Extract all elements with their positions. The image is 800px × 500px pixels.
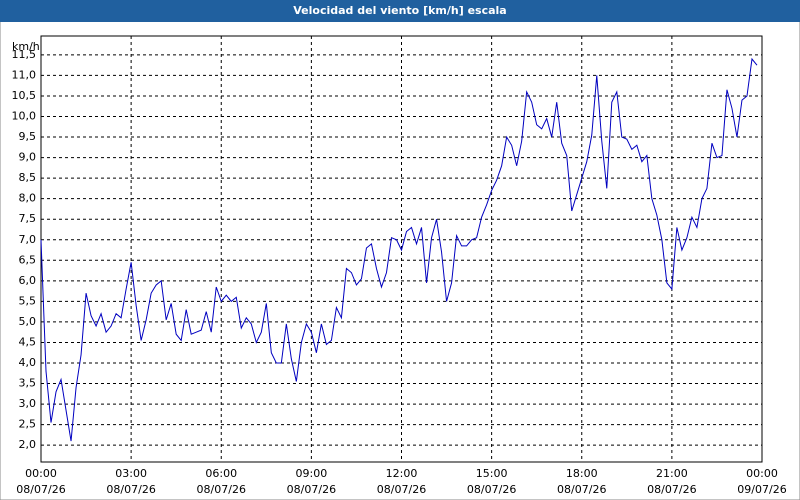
- y-tick-label: 6,0: [19, 274, 37, 287]
- x-tick-date: 08/07/26: [557, 483, 606, 496]
- y-tick-label: 3,0: [19, 397, 37, 410]
- x-tick-date: 09/07/26: [737, 483, 786, 496]
- x-tick-label: 06:00: [205, 467, 237, 480]
- x-tick-label: 15:00: [476, 467, 508, 480]
- x-tick-label: 09:00: [296, 467, 328, 480]
- x-tick-label: 18:00: [566, 467, 598, 480]
- x-tick-date: 08/07/26: [647, 483, 696, 496]
- y-tick-label: 7,0: [19, 233, 37, 246]
- x-tick-label: 12:00: [386, 467, 418, 480]
- y-tick-label: 10,5: [12, 89, 37, 102]
- y-tick-label: 2,5: [19, 418, 37, 431]
- y-tick-label: 9,5: [19, 130, 37, 143]
- x-tick-date: 08/07/26: [287, 483, 336, 496]
- y-tick-label: 9,0: [19, 151, 37, 164]
- x-tick-date: 08/07/26: [467, 483, 516, 496]
- y-tick-label: 5,0: [19, 315, 37, 328]
- x-tick-date: 08/07/26: [197, 483, 246, 496]
- y-tick-label: 11,0: [12, 68, 37, 81]
- title-bar: [0, 0, 800, 22]
- x-tick-label: 21:00: [656, 467, 688, 480]
- y-tick-label: 8,5: [19, 171, 37, 184]
- y-tick-label: 7,5: [19, 212, 37, 225]
- x-tick-date: 08/07/26: [16, 483, 65, 496]
- y-tick-label: 3,5: [19, 377, 37, 390]
- y-tick-label: 4,0: [19, 356, 37, 369]
- y-tick-label: 8,0: [19, 192, 37, 205]
- x-tick-label: 00:00: [25, 467, 57, 480]
- y-tick-label: 6,5: [19, 253, 37, 266]
- y-tick-label: 10,0: [12, 110, 37, 123]
- chart-title: Velocidad del viento [km/h] escala: [293, 4, 506, 17]
- y-tick-label: 2,0: [19, 438, 37, 451]
- y-tick-label: 5,5: [19, 294, 37, 307]
- line-series: [40, 57, 758, 442]
- x-tick-label: 00:00: [746, 467, 778, 480]
- y-tick-label: 4,5: [19, 335, 37, 348]
- y-tick-label: 11,5: [12, 48, 37, 61]
- y-unit: km/h: [12, 40, 40, 53]
- x-tick-date: 08/07/26: [377, 483, 426, 496]
- x-tick-date: 08/07/26: [106, 483, 155, 496]
- x-tick-label: 03:00: [115, 467, 147, 480]
